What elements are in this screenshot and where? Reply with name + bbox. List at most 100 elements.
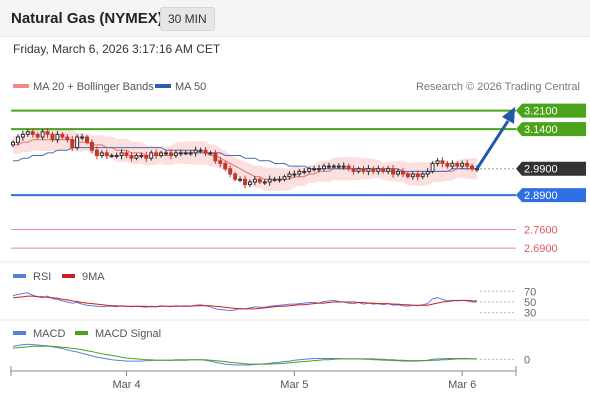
candle-body-10 (60, 133, 65, 138)
legend-swatch-ma20 (13, 84, 29, 88)
rsi-tick-0: 70 (524, 286, 536, 298)
candle-body-73 (371, 168, 376, 172)
level-label-2: 2.9900 (524, 164, 558, 176)
candle-body-0 (11, 141, 15, 146)
x-tick-label-2: Mar 6 (448, 379, 476, 391)
forecast-arrow (475, 106, 515, 170)
candle-body-11 (65, 136, 70, 141)
interval-button[interactable]: 30 MIN (160, 7, 215, 31)
candle-body-78 (396, 170, 401, 175)
candle-body-53 (272, 178, 277, 181)
level-tag-1 (516, 122, 586, 137)
arrow-head (502, 106, 515, 124)
candle-body-22 (119, 152, 124, 157)
candle-body-31 (164, 152, 169, 155)
candle-body-92 (465, 162, 470, 167)
candle-body-51 (262, 181, 267, 184)
candle-body-25 (134, 155, 139, 159)
candle-body-79 (400, 170, 405, 175)
candle-body-32 (168, 152, 173, 157)
instrument-title: Natural Gas (NYMEX) (11, 10, 163, 27)
candle-body-66 (336, 165, 341, 168)
candle-body-40 (208, 152, 213, 155)
legend-swatch-ma50 (155, 84, 171, 88)
legend-swatch-macd (13, 331, 26, 335)
candle-body-7 (45, 131, 50, 135)
level-label-3: 2.8900 (524, 190, 558, 202)
macd-line (12, 343, 477, 366)
candle-body-30 (159, 152, 164, 157)
candle-body-26 (139, 155, 144, 158)
candle-body-35 (183, 152, 188, 155)
candle-body-29 (154, 152, 159, 157)
legend-label-macd-signal: MACD Signal (95, 328, 161, 340)
candle-body-80 (405, 173, 410, 178)
candle-body-13 (75, 136, 80, 149)
candle-body-14 (80, 136, 85, 139)
candle-body-68 (346, 165, 351, 170)
candle-body-71 (361, 168, 366, 172)
candle-body-4 (30, 131, 35, 135)
bollinger-band (13, 128, 477, 191)
candle-body-86 (435, 160, 440, 164)
candle-body-19 (104, 152, 109, 157)
macd-panel: 0 (12, 343, 530, 366)
candle-body-72 (366, 168, 371, 172)
candle-body-12 (70, 139, 75, 149)
candle-body-44 (228, 168, 233, 175)
candle-body-70 (356, 168, 361, 172)
bollinger-fill (13, 128, 477, 191)
candle-body-83 (420, 173, 425, 178)
legend-label-ma20: MA 20 + Bollinger Bands (33, 81, 154, 93)
level-tag-0 (516, 103, 586, 118)
candle-body-87 (440, 160, 445, 164)
legend-swatch-macd-signal (75, 331, 88, 335)
candle-body-6 (40, 131, 45, 138)
candle-body-49 (252, 178, 257, 183)
candle-body-23 (124, 152, 129, 157)
candle-body-58 (297, 170, 302, 175)
rsi-line (12, 292, 477, 312)
candle-body-84 (425, 170, 430, 175)
source-credit: Research © 2026 Trading Central (416, 81, 580, 93)
x-tick-label-0: Mar 4 (112, 379, 140, 391)
candle-body-57 (292, 173, 297, 176)
candle-body-63 (321, 165, 326, 170)
candle-body-75 (381, 168, 386, 172)
candle-body-3 (25, 131, 30, 135)
candle-body-65 (331, 165, 336, 168)
candle-body-8 (50, 133, 55, 141)
legend-label-rsi-ma: 9MA (82, 271, 105, 283)
candle-body-60 (307, 168, 312, 172)
legend-swatch-rsi (13, 274, 26, 278)
candles (11, 128, 479, 189)
candle-body-38 (198, 149, 203, 152)
candle-body-24 (129, 155, 134, 159)
arrow-shaft (475, 120, 510, 170)
x-axis: Mar 4 Mar 5 Mar 6 (10, 366, 517, 391)
candle-body-52 (267, 178, 272, 183)
candle-body-20 (109, 155, 114, 158)
candle-body-93 (470, 165, 475, 170)
rsi-tick-1: 50 (524, 297, 536, 309)
key-levels (11, 109, 516, 249)
level-tags: 3.2100 3.1400 2.9900 2.8900 2.7600 2.6900 (516, 103, 586, 255)
candle-body-82 (415, 173, 420, 178)
candle-body-90 (455, 162, 460, 167)
x-tick-label-1: Mar 5 (280, 379, 308, 391)
macd-tick-zero: 0 (524, 354, 530, 366)
candle-body-28 (149, 152, 154, 159)
candle-body-42 (218, 160, 223, 164)
candle-body-81 (410, 173, 415, 178)
candle-body-47 (243, 178, 247, 186)
candle-body-77 (391, 168, 396, 175)
candle-body-17 (94, 149, 99, 157)
level-label-4: 2.7600 (524, 225, 558, 237)
candle-body-2 (20, 133, 25, 138)
macd-signal-line (12, 345, 477, 365)
legend-swatch-rsi-ma (62, 274, 75, 278)
candle-body-37 (193, 149, 198, 154)
